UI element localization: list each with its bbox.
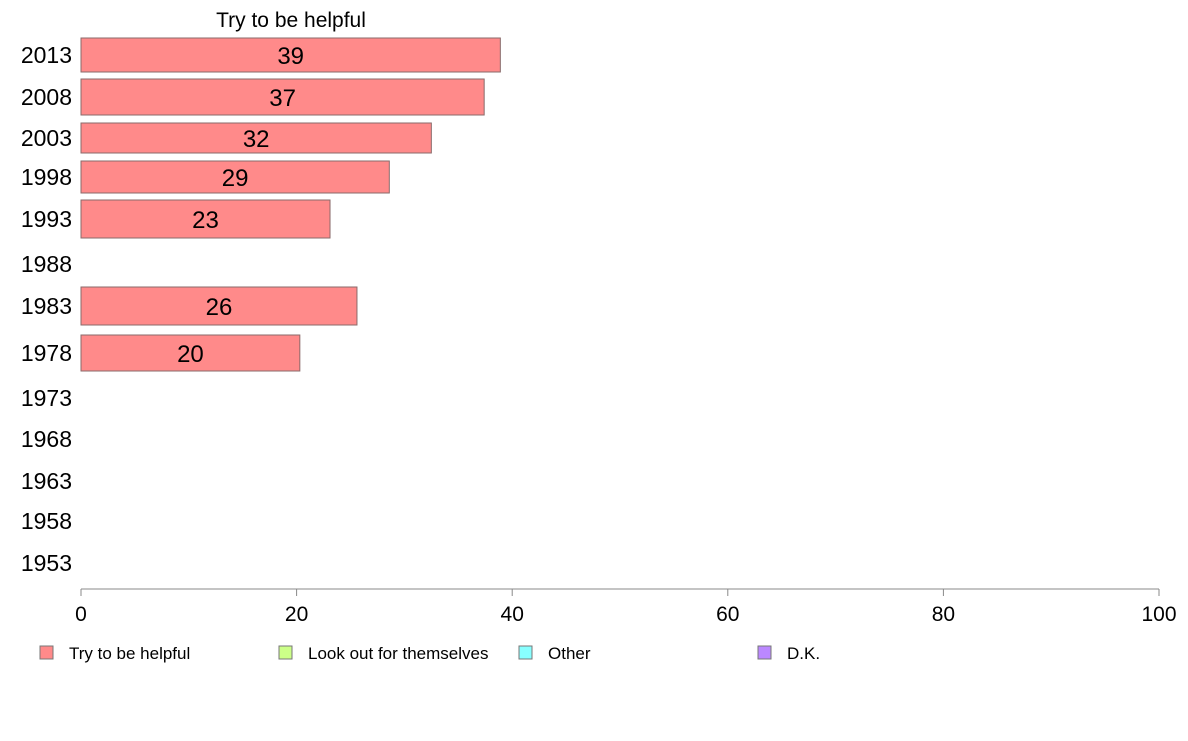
bar [80,286,358,326]
y-tick-label: 2003 [21,125,72,151]
legend-label: Try to be helpful [69,644,190,663]
y-tick-label: 1968 [21,426,72,452]
x-axis: 0 20 40 60 80 100 [75,588,1177,626]
data-label: 37 [269,85,296,112]
y-tick-label: 1978 [21,340,72,366]
data-label: 26 [206,294,233,321]
legend-swatch [757,645,772,660]
bar [80,334,301,372]
legend-label: D.K. [787,644,820,663]
y-tick-label: 1963 [21,468,72,494]
bar [80,78,485,116]
y-tick-label: 1953 [21,550,72,576]
data-label: 23 [192,207,219,234]
bar [80,160,390,194]
x-tick-label: 60 [716,603,739,626]
y-tick-labels: 2013 2008 2003 1998 1993 1988 1983 1978 1973 1968… [21,42,72,576]
y-tick-label: 1973 [21,385,72,411]
y-tick-label: 1958 [21,508,72,534]
legend: Try to be helpful Look out for themselves… [39,644,820,663]
legend-label: Look out for themselves [308,644,488,663]
legend-swatch [39,645,54,660]
x-tick-label: 80 [932,603,955,626]
legend-swatch [278,645,293,660]
data-label: 20 [177,341,204,368]
data-label: 29 [222,165,249,192]
x-tick-label: 0 [75,603,87,626]
y-tick-label: 1983 [21,293,72,319]
y-tick-label: 2013 [21,42,72,68]
y-tick-label: 1993 [21,206,72,232]
data-label: 39 [277,43,304,70]
bar [80,122,432,154]
y-tick-label: 1988 [21,251,72,277]
x-tick-label: 20 [285,603,308,626]
data-label: 32 [243,126,270,153]
legend-swatch [518,645,533,660]
chart-title: Try to be helpful [216,9,366,32]
x-tick-label: 100 [1141,603,1176,626]
y-tick-label: 1998 [21,164,72,190]
bar [80,199,331,239]
y-tick-label: 2008 [21,84,72,110]
legend-label: Other [548,644,591,663]
x-tick-label: 40 [501,603,524,626]
bar [80,37,501,73]
